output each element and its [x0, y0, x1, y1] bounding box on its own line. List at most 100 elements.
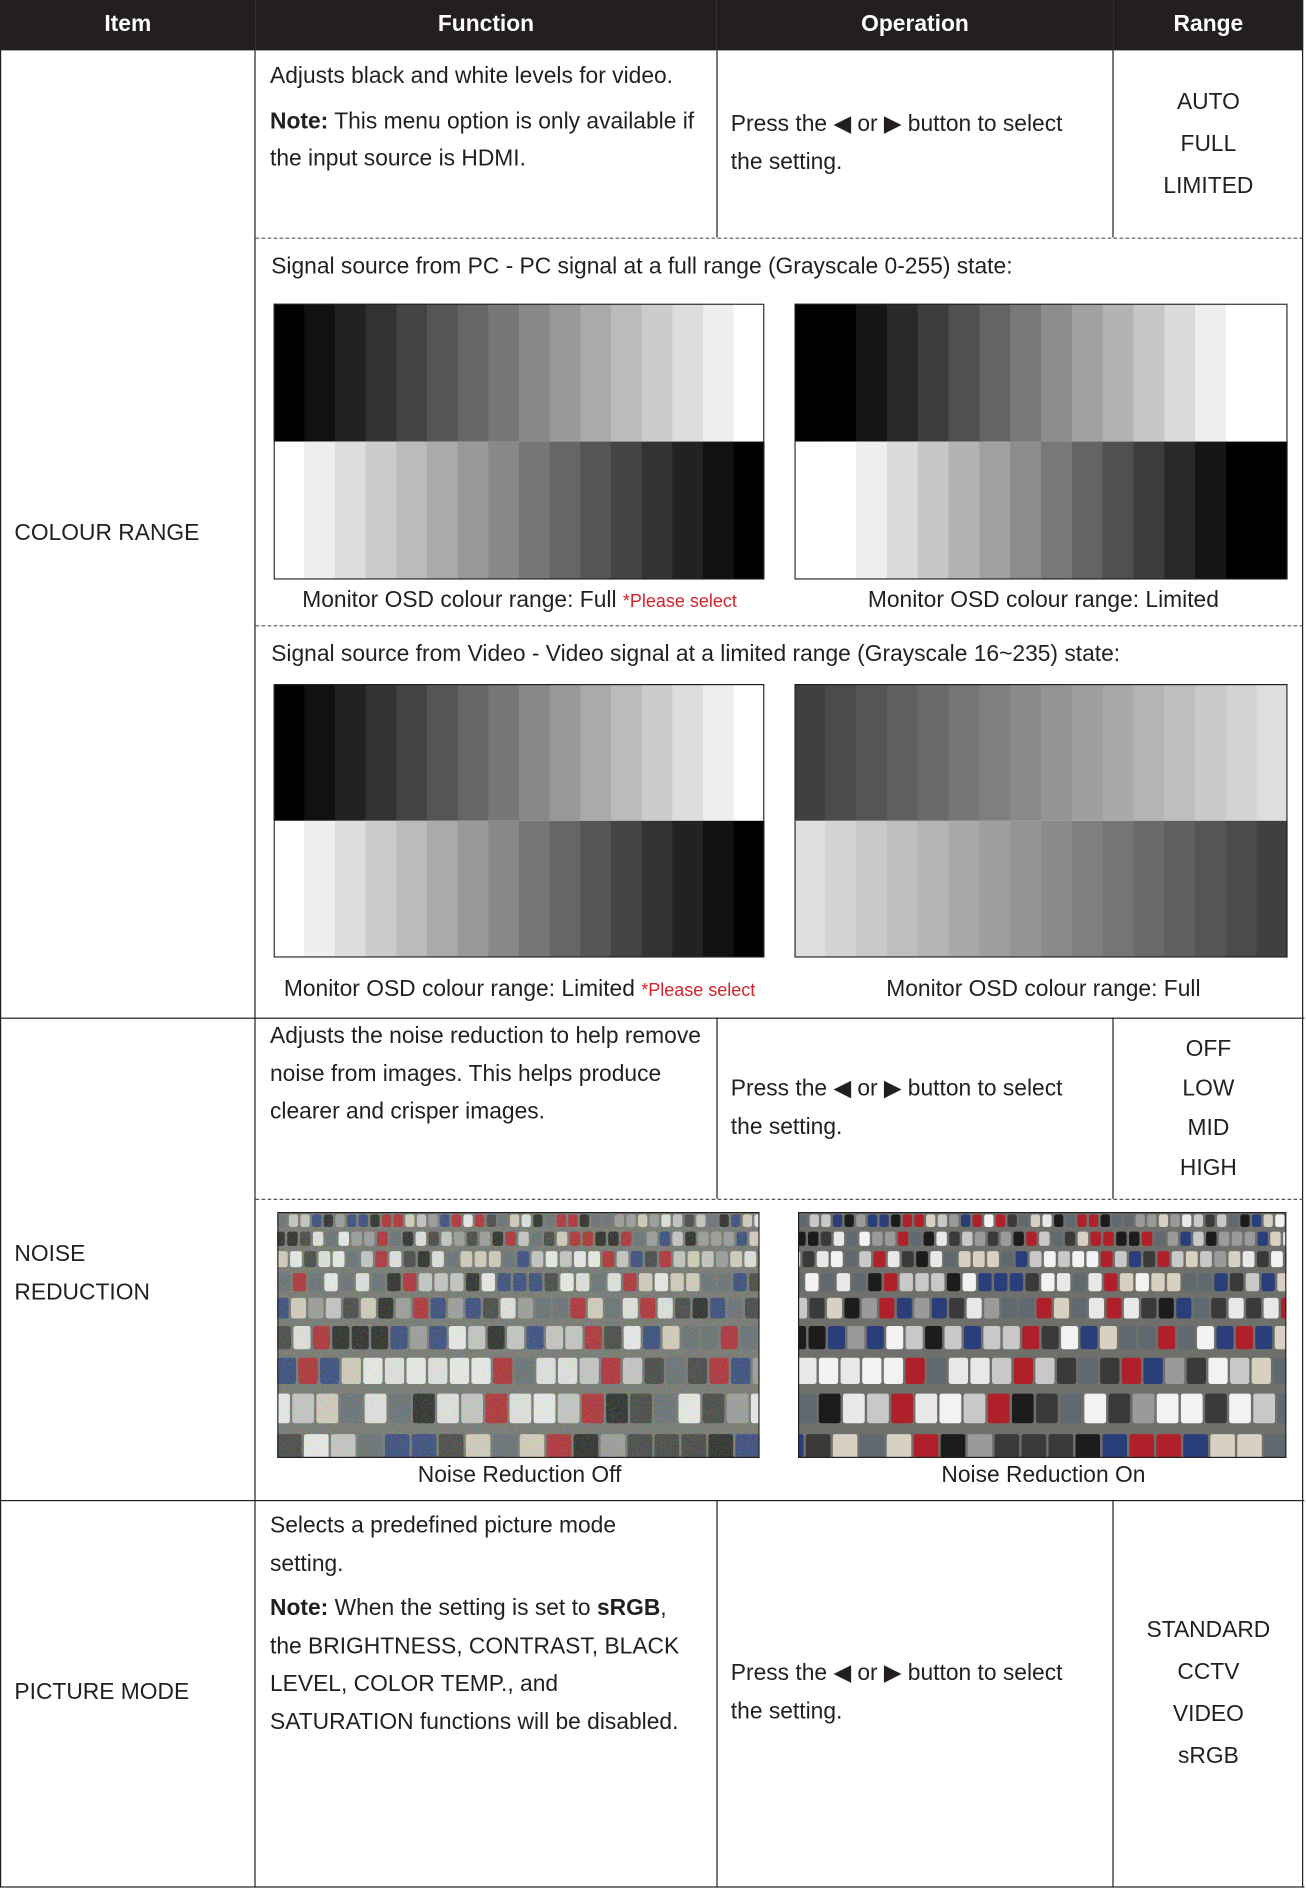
car [1230, 1273, 1244, 1292]
gray-step [1071, 684, 1104, 821]
gray-step [396, 820, 428, 958]
car [1180, 1231, 1191, 1246]
gray-step [1071, 303, 1104, 442]
divider [255, 1198, 1304, 1200]
car [826, 1297, 842, 1319]
gray-step [519, 820, 551, 958]
car [798, 1297, 808, 1319]
caption-flag: *Please select [641, 980, 756, 1001]
note-text: This menu option is only available if th… [270, 108, 695, 172]
car [987, 1251, 999, 1268]
car [1143, 1357, 1163, 1384]
car [1156, 1434, 1181, 1458]
car [1176, 1297, 1192, 1319]
divider [255, 237, 1304, 239]
car [1026, 1231, 1037, 1246]
gray-step [549, 684, 581, 821]
car [1041, 1273, 1055, 1292]
car [798, 1393, 817, 1424]
car [873, 1251, 886, 1268]
car [1061, 1325, 1079, 1350]
car [1086, 1251, 1099, 1268]
operation-cell: Press the ◀ or ▶ button to select the se… [716, 50, 1113, 237]
car [1141, 1231, 1153, 1246]
car [992, 1357, 1012, 1384]
gray-step [365, 441, 397, 580]
item: COLOUR RANGE [14, 520, 200, 546]
gray-step [886, 684, 919, 821]
car [962, 1231, 973, 1246]
gray-step [1041, 303, 1073, 442]
gray-step [334, 684, 367, 821]
car [1214, 1251, 1227, 1268]
car [821, 1214, 831, 1227]
car [1123, 1297, 1139, 1319]
car [1036, 1393, 1058, 1424]
note-label: Note: [270, 1596, 329, 1622]
car [1200, 1251, 1212, 1268]
gray-step [917, 684, 950, 821]
gray-step [703, 684, 735, 821]
item-cell: COLOUR RANGE [0, 50, 256, 1017]
car [885, 1231, 896, 1246]
gray-step [457, 820, 489, 958]
noise-image [277, 1212, 760, 1458]
car [1051, 1231, 1063, 1246]
car [1100, 1214, 1110, 1227]
note-text: When the setting is set to [328, 1596, 597, 1622]
gray-step [641, 820, 673, 958]
gray-step [426, 303, 459, 442]
car [802, 1251, 815, 1268]
car [1193, 1297, 1209, 1319]
car [1240, 1214, 1250, 1227]
border [0, 1017, 1305, 1019]
car [859, 1231, 870, 1246]
car [1244, 1231, 1256, 1246]
car [867, 1214, 878, 1227]
car [1112, 1214, 1122, 1227]
border [1112, 1017, 1114, 1199]
caption-text: Monitor OSD colour range: Full [302, 588, 617, 614]
car [1246, 1297, 1262, 1319]
gray-step [794, 820, 826, 958]
item-cell: PICTURE MODE [0, 1500, 256, 1886]
gray-step [273, 684, 305, 821]
range-option: STANDARD [1146, 1617, 1271, 1643]
car [927, 1357, 947, 1384]
caption: Noise Reduction On [784, 1463, 1304, 1489]
car [1129, 1434, 1154, 1458]
gray-step [580, 684, 612, 821]
car [1273, 1357, 1287, 1384]
car [1058, 1251, 1070, 1268]
gray-step [365, 303, 397, 442]
car [899, 1273, 913, 1292]
example-heading: Signal source from Video - Video signal … [271, 642, 1121, 668]
gray-step [1071, 441, 1104, 580]
gray-step [334, 820, 367, 958]
car [1277, 1393, 1287, 1424]
gray-step [519, 441, 551, 580]
car [1256, 1251, 1269, 1268]
caption-flag: *Please select [622, 591, 737, 612]
car [1197, 1325, 1215, 1350]
example-heading: Signal source from PC - PC signal at a f… [271, 254, 1013, 280]
car [1065, 1214, 1075, 1227]
gray-step [1010, 303, 1042, 442]
caption: Noise Reduction Off [256, 1463, 784, 1489]
range-cell: STANDARD CCTV VIDEO sRGB [1114, 1500, 1304, 1886]
car [1141, 1297, 1157, 1319]
gray-step [641, 684, 673, 821]
gray-step [733, 303, 765, 442]
gray-step [1225, 303, 1258, 442]
car [867, 1393, 889, 1424]
image-frame [273, 303, 765, 580]
image-frame [273, 684, 765, 958]
gray-step [488, 684, 520, 821]
car [1138, 1325, 1156, 1350]
gray-step [396, 684, 428, 821]
gray-step [886, 820, 919, 958]
gray-step [703, 820, 735, 958]
car [847, 1325, 865, 1350]
caption: Monitor OSD colour range: Full *Please s… [256, 588, 784, 614]
